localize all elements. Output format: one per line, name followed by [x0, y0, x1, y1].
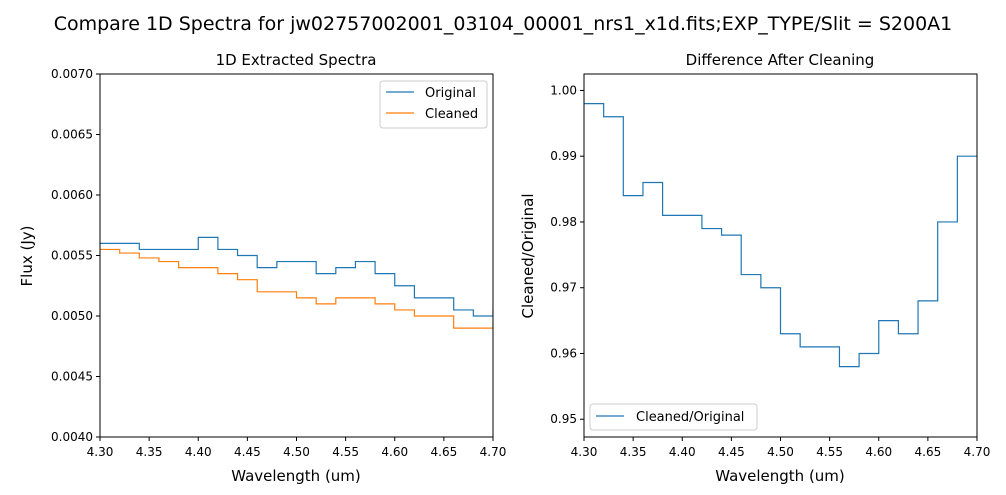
right-x-tick-label: 4.35 [620, 445, 647, 459]
left-x-tick-label: 4.50 [283, 445, 310, 459]
right-y-tick-label: 0.98 [550, 215, 577, 229]
left-x-tick-label: 4.70 [480, 445, 507, 459]
left-x-tick-label: 4.60 [381, 445, 408, 459]
left-y-axis-label: Flux (Jy) [18, 226, 36, 287]
right-x-tick-label: 4.55 [816, 445, 843, 459]
right-legend-box [589, 403, 758, 431]
right-series-layer [584, 102, 977, 368]
right-y-axis-label: Cleaned/Original [519, 193, 537, 318]
left-legend-label-original: Original [425, 86, 476, 101]
right-panel: Difference After Cleaning 4.30 4.35 4.40 4.… [519, 51, 990, 485]
right-x-axis-label: Wavelength (um) [715, 467, 845, 485]
left-series-original-line [100, 236, 493, 317]
left-y-tick-label: 0.0050 [51, 309, 93, 323]
left-series-cleaned-line [100, 248, 493, 329]
left-y-tick-label: 0.0045 [51, 370, 93, 384]
left-plot-area [100, 74, 493, 437]
right-y-tick-label: 0.96 [550, 346, 577, 360]
left-x-tick-label: 4.30 [87, 445, 114, 459]
left-y-tick-label: 0.0060 [51, 188, 93, 202]
right-x-tick-label: 4.30 [571, 445, 598, 459]
right-x-tick-label: 4.45 [718, 445, 745, 459]
right-x-tick-label: 4.65 [915, 445, 942, 459]
left-legend: Original Cleaned [379, 80, 488, 129]
left-x-tick-label: 4.35 [136, 445, 163, 459]
right-tick-layer: 4.30 4.35 4.40 4.45 4.50 4.55 4.60 4.65 4.70 0.95… [550, 83, 990, 459]
left-x-tick-label: 4.45 [234, 445, 261, 459]
left-y-tick-label: 0.0070 [51, 67, 93, 81]
left-y-tick-label: 0.0055 [51, 249, 93, 263]
left-x-tick-label: 4.55 [332, 445, 359, 459]
left-tick-layer: 4.30 4.35 4.40 4.45 4.50 4.55 4.60 4.65 4.70 0.00… [51, 67, 506, 459]
left-x-tick-label: 4.65 [431, 445, 458, 459]
right-x-tick-label: 4.70 [964, 445, 991, 459]
right-plot-area [584, 74, 977, 437]
right-panel-title: Difference After Cleaning [686, 51, 875, 69]
figure-suptitle: Compare 1D Spectra for jw02757002001_031… [54, 13, 953, 35]
left-x-axis-label: Wavelength (um) [231, 467, 361, 485]
right-y-tick-label: 0.99 [550, 149, 577, 163]
left-legend-label-cleaned: Cleaned [425, 107, 478, 122]
right-legend: Cleaned/Original [589, 403, 758, 431]
left-y-tick-label: 0.0040 [51, 430, 93, 444]
right-legend-label: Cleaned/Original [636, 410, 744, 425]
right-series-cleaned-original-line [584, 102, 977, 368]
left-series-layer [100, 236, 493, 329]
left-y-tick-label: 0.0065 [51, 128, 93, 142]
right-x-tick-label: 4.50 [767, 445, 794, 459]
right-y-tick-label: 1.00 [550, 83, 577, 97]
right-y-tick-label: 0.95 [550, 412, 577, 426]
left-panel: 1D Extracted Spectra 4.30 4.35 4.40 4.45 4.5… [18, 51, 506, 485]
left-legend-box [379, 80, 488, 129]
left-x-tick-label: 4.40 [185, 445, 212, 459]
left-panel-title: 1D Extracted Spectra [216, 51, 377, 69]
right-x-tick-label: 4.40 [669, 445, 696, 459]
right-y-tick-label: 0.97 [550, 281, 577, 295]
right-x-tick-label: 4.60 [865, 445, 892, 459]
